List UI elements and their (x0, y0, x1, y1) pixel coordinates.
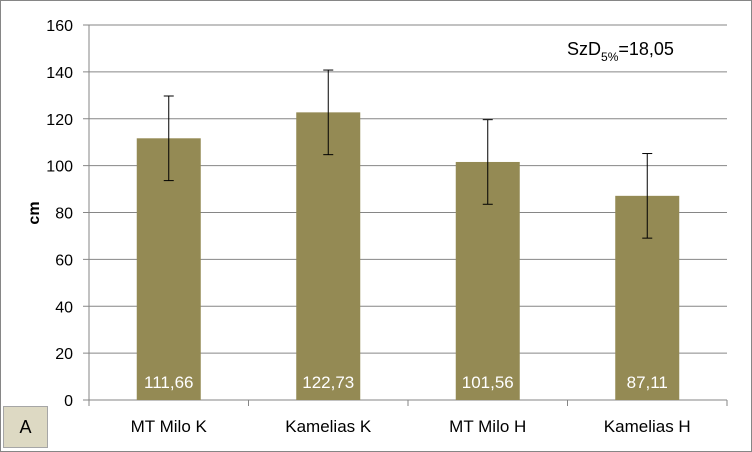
y-tick-label: 0 (64, 393, 73, 410)
y-tick-label: 100 (46, 159, 73, 176)
lsd-annotation: SzD5%=18,05 (567, 39, 674, 64)
category-label-4: Kamelias H (604, 417, 691, 436)
y-axis-label: cm (26, 201, 43, 224)
panel-label: A (3, 406, 48, 448)
data-label-4: 87,11 (627, 373, 668, 392)
y-tick-label: 20 (55, 346, 73, 363)
y-tick-label: 160 (46, 18, 73, 35)
data-label-2: 122,73 (302, 373, 354, 392)
bar-1 (136, 138, 201, 400)
bar-2 (296, 112, 361, 400)
data-label-1: 111,66 (144, 373, 193, 392)
y-tick-label: 120 (46, 112, 73, 129)
lsd-annotation-subscript: 5% (601, 50, 619, 64)
data-label-3: 101,56 (462, 373, 514, 392)
data-labels: 111,66 122,73 101,56 87,11 (144, 373, 668, 392)
category-label-3: MT Milo H (449, 417, 526, 436)
category-label-2: Kamelias K (285, 417, 372, 436)
bars (136, 112, 680, 400)
category-label-1: MT Milo K (131, 417, 208, 436)
y-tick-label: 140 (46, 65, 73, 82)
y-tick-label: 60 (55, 252, 73, 269)
category-labels: MT Milo K Kamelias K MT Milo H Kamelias H (131, 417, 691, 436)
lsd-annotation-prefix: SzD (567, 39, 601, 59)
lsd-annotation-suffix: =18,05 (618, 39, 674, 59)
y-tick-label: 40 (55, 299, 73, 316)
y-tick-label: 80 (55, 206, 73, 223)
error-bars (163, 69, 653, 239)
y-axis-ticks: 0 20 40 60 80 100 120 140 160 (46, 18, 89, 410)
x-axis-ticks (88, 400, 728, 406)
